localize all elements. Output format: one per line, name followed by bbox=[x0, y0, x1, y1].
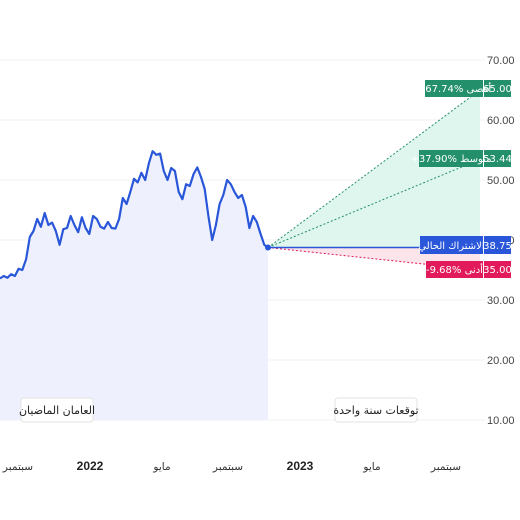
average-tag-value: 53.44 bbox=[483, 154, 512, 165]
y-tick-label: 30.00 bbox=[487, 295, 515, 307]
average-tag-label: +37.90% متوسط bbox=[410, 154, 491, 165]
y-tick-label: 60.00 bbox=[487, 115, 515, 127]
y-tick-label: 50.00 bbox=[487, 175, 515, 187]
current-tag-label: الاشتراك الحالي bbox=[418, 241, 484, 252]
current-tag-value: 38.75 bbox=[483, 241, 512, 252]
x-tick-label: 2022 bbox=[77, 459, 104, 473]
x-tick-label: سبتمبر bbox=[430, 461, 461, 473]
x-tick-label: مايو bbox=[152, 461, 170, 473]
x-tick-label: سبتمبر bbox=[212, 461, 243, 473]
low-tag: -9.68% أدنى 35.00 bbox=[426, 261, 512, 278]
current-tag: الاشتراك الحالي 38.75 bbox=[418, 236, 512, 254]
y-tick-label: 20.00 bbox=[487, 355, 515, 367]
forecast-high-line bbox=[267, 89, 481, 248]
price-series-line bbox=[0, 150, 269, 280]
y-tick-label: 70.00 bbox=[487, 55, 515, 67]
x-tick-label: 2023 bbox=[287, 459, 314, 473]
y-tick-label: 10.00 bbox=[487, 415, 515, 427]
high-tag-value: 65.00 bbox=[483, 84, 512, 95]
high-tag: +67.74% أقصى 65.00 bbox=[417, 80, 512, 97]
x-tick-label: مايو bbox=[362, 461, 380, 473]
low-tag-value: 35.00 bbox=[483, 265, 512, 276]
low-tag-label: -9.68% أدنى bbox=[426, 263, 483, 276]
past-period-label: العامان الماضيان bbox=[19, 397, 95, 423]
forecast-period-text: توقعات سنة واحدة bbox=[333, 404, 418, 417]
past-period-text: العامان الماضيان bbox=[19, 404, 95, 417]
current-price-dot bbox=[265, 244, 271, 251]
x-axis-ticks: سبتمبر 2022 مايو سبتمبر 2023 مايو سبتمبر bbox=[2, 459, 461, 473]
x-tick-label: سبتمبر bbox=[2, 461, 33, 473]
forecast-period-label: توقعات سنة واحدة bbox=[333, 397, 419, 423]
high-tag-label: +67.74% أقصى bbox=[417, 82, 491, 95]
past-area-fill bbox=[0, 151, 268, 420]
average-tag: +37.90% متوسط 53.44 bbox=[410, 150, 512, 167]
